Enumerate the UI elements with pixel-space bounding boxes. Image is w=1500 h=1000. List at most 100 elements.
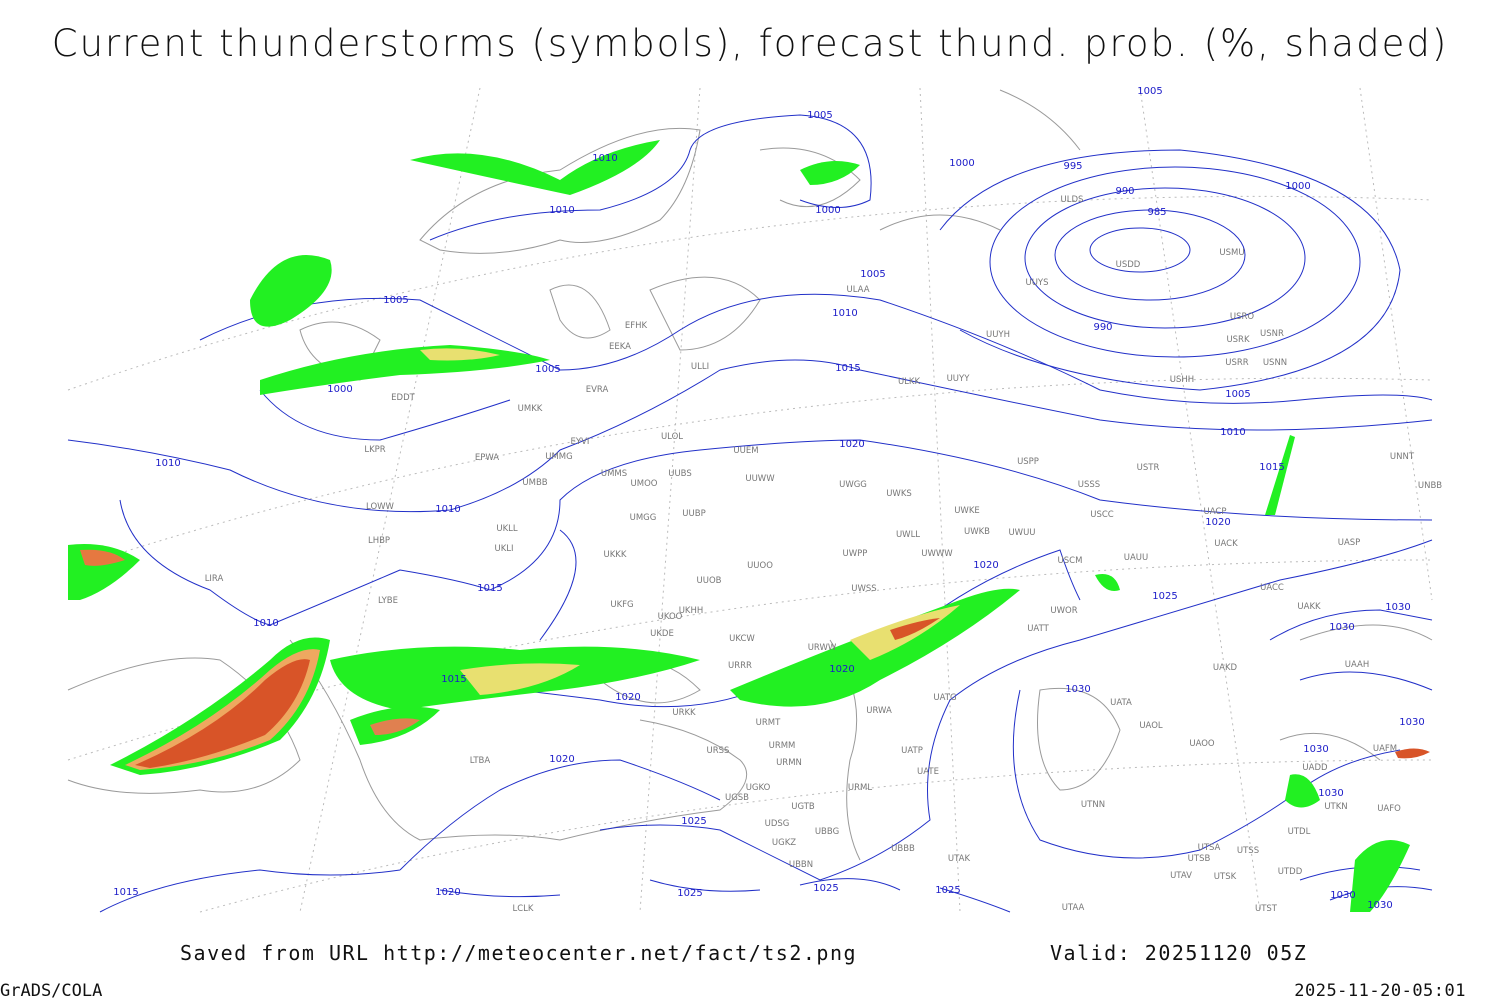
isobar-label: 1025 <box>681 816 706 827</box>
isobar-label: 1025 <box>677 888 702 899</box>
station-label: UASP <box>1338 538 1361 548</box>
station-label: UUBP <box>682 509 705 519</box>
station-label: UTSK <box>1214 872 1237 882</box>
station-label: UTSA <box>1198 843 1221 853</box>
station-label: UAOL <box>1139 721 1163 731</box>
station-label: UTSS <box>1237 846 1259 856</box>
station-label: UWLL <box>896 530 920 540</box>
station-label: UTKN <box>1324 802 1347 812</box>
station-label: EEKA <box>609 342 631 352</box>
station-label: USPP <box>1017 457 1039 467</box>
isobar-label: 1025 <box>935 885 960 896</box>
isobar-label: 1010 <box>155 458 180 469</box>
station-label: UKLI <box>494 544 513 554</box>
station-label: UMGG <box>630 513 657 523</box>
station-label: USDD <box>1116 260 1141 270</box>
station-label: URMM <box>769 741 796 751</box>
isobar-label: 1020 <box>615 692 640 703</box>
station-label: UATP <box>901 746 923 756</box>
station-label: LKPR <box>364 445 385 455</box>
isobar-label: 1030 <box>1385 602 1410 613</box>
station-label: UKOO <box>658 612 683 622</box>
isobar-label: 1000 <box>1285 181 1310 192</box>
isobar-label: 990 <box>1093 322 1112 333</box>
station-label: LIRA <box>205 574 224 584</box>
isobar-label: 1015 <box>113 887 138 898</box>
isobar-label: 1010 <box>832 308 857 319</box>
station-label: UTSB <box>1188 854 1211 864</box>
station-label: UGKO <box>746 783 771 793</box>
isobar-label: 1020 <box>549 754 574 765</box>
isobar-label: 1005 <box>807 110 832 121</box>
station-label: UUWW <box>745 474 775 484</box>
software-credit: GrADS/COLA <box>0 981 102 1000</box>
station-label: LTBA <box>470 756 491 766</box>
station-label: URWW <box>808 643 837 653</box>
station-label: UACC <box>1260 583 1284 593</box>
station-label: UBBN <box>789 860 813 870</box>
station-label: UACP <box>1204 507 1227 517</box>
station-label: UAKK <box>1297 602 1321 612</box>
isobar-label: 1010 <box>592 153 617 164</box>
coastlines <box>67 89 1433 861</box>
station-label: UUOO <box>747 561 773 571</box>
isobar-label: 1030 <box>1399 717 1424 728</box>
station-label: UTAV <box>1170 871 1192 881</box>
station-label: URMN <box>776 758 802 768</box>
station-label: UAOO <box>1189 739 1215 749</box>
isobar-label: 1005 <box>1137 86 1162 97</box>
isobar-label: 1010 <box>253 618 278 629</box>
map-title: Current thunderstorms (symbols), forecas… <box>52 22 1449 65</box>
station-label: UKDE <box>650 629 674 639</box>
probability-shading <box>68 140 1430 912</box>
station-label: UATG <box>933 693 956 703</box>
station-label: UMMG <box>545 452 572 462</box>
station-label: UMOO <box>631 479 658 489</box>
station-label: URRR <box>728 661 752 671</box>
station-label: UTDD <box>1278 867 1303 877</box>
station-label: USNR <box>1260 329 1284 339</box>
isobar-label: 1030 <box>1367 900 1392 911</box>
station-label: UDSG <box>765 819 790 829</box>
station-label: USRK <box>1226 335 1250 345</box>
station-label: ULAA <box>846 285 869 295</box>
isobar-label: 1005 <box>535 364 560 375</box>
isobar-label: 1020 <box>973 560 998 571</box>
station-label: UADD <box>1302 763 1328 773</box>
station-label: UMBB <box>522 478 547 488</box>
station-label: USRR <box>1225 358 1249 368</box>
station-label: UUYH <box>986 330 1010 340</box>
station-label: UGKZ <box>772 838 796 848</box>
station-label: UATA <box>1110 698 1132 708</box>
station-label: UWKB <box>964 527 990 537</box>
station-label: UWSS <box>851 584 876 594</box>
station-label: LHBP <box>368 536 390 546</box>
station-label: UMKK <box>518 404 543 414</box>
station-label: UGTB <box>791 802 815 812</box>
isobar-label: 1005 <box>383 295 408 306</box>
station-label: UUYS <box>1025 278 1048 288</box>
station-label: USRO <box>1230 312 1255 322</box>
station-label: UBBG <box>815 827 839 837</box>
isobar-label: 1020 <box>1205 517 1230 528</box>
isobar-label: 1020 <box>829 664 854 675</box>
isobar-label: 1015 <box>441 674 466 685</box>
isobar-label: 1020 <box>435 887 460 898</box>
station-label: UBBB <box>891 844 915 854</box>
isobar-label: 1030 <box>1065 684 1090 695</box>
station-label: UAFO <box>1377 804 1401 814</box>
isobar-label: 1025 <box>1152 591 1177 602</box>
station-label: EPWA <box>475 453 499 463</box>
station-label: LYBE <box>378 596 398 606</box>
station-label: EDDT <box>391 393 415 403</box>
isobar-label: 1030 <box>1329 622 1354 633</box>
isobar-label: 1005 <box>860 269 885 280</box>
isobar-label: 990 <box>1115 186 1134 197</box>
station-label: EYVI <box>571 437 590 447</box>
station-label: ULDS <box>1061 195 1084 205</box>
graticule <box>67 87 1433 913</box>
source-url: Saved from URL http://meteocenter.net/fa… <box>180 941 857 965</box>
station-label: UKKK <box>604 550 627 560</box>
